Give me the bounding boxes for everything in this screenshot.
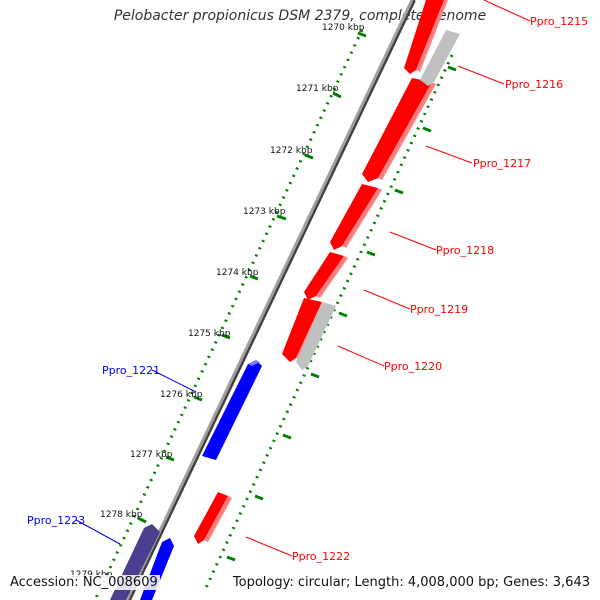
map-title: Pelobacter propionicus DSM 2379, complet…	[113, 8, 487, 24]
label-ppro-1222[interactable]: Ppro_1222	[292, 550, 350, 563]
gene-ppro-1221-highlight	[248, 360, 260, 366]
outer-tick-guide	[93, 29, 364, 600]
inner-tick-marks	[226, 65, 457, 562]
gene-ppro-1220[interactable]	[282, 298, 322, 362]
tick-label-1270: 1270 kbp	[322, 23, 365, 33]
forward-genes	[194, 0, 444, 544]
gene-ppro-1218[interactable]	[330, 184, 378, 250]
inner-tick-guide	[203, 54, 454, 591]
label-ppro-1223[interactable]: Ppro_1223	[27, 514, 85, 527]
tick-label-1271: 1271 kbp	[296, 84, 339, 94]
gene-ppro-1219[interactable]	[304, 252, 344, 300]
genome-backbone-shadow	[127, 0, 416, 600]
tick-label-1278: 1278 kbp	[100, 510, 143, 520]
tick-label-1272: 1272 kbp	[270, 146, 313, 156]
label-ppro-1218[interactable]: Ppro_1218	[436, 244, 494, 257]
gene-ppro-1222[interactable]	[194, 492, 228, 544]
label-ppro-1217[interactable]: Ppro_1217	[473, 157, 531, 170]
tick-label-1274: 1274 kbp	[216, 268, 259, 278]
label-ppro-1215[interactable]: Ppro_1215	[530, 15, 588, 28]
tick-label-1276: 1276 kbp	[160, 390, 203, 400]
outer-tick-marks	[137, 31, 367, 524]
tick-label-1277: 1277 kbp	[130, 450, 173, 460]
tick-label-1273: 1273 kbp	[243, 207, 286, 217]
genome-backbone	[125, 0, 414, 600]
gene-labels: Ppro_1215 Ppro_1216 Ppro_1217 Ppro_1218 …	[27, 15, 588, 563]
gene-ppro-1215[interactable]	[404, 0, 444, 74]
accession-text: Accession: NC_008609	[8, 575, 160, 590]
label-ppro-1220[interactable]: Ppro_1220	[384, 360, 442, 373]
gene-ppro-1220-pseudo	[296, 302, 336, 370]
label-ppro-1216[interactable]: Ppro_1216	[505, 78, 563, 91]
genome-summary-text: Topology: circular; Length: 4,008,000 bp…	[230, 575, 592, 590]
label-ppro-1219[interactable]: Ppro_1219	[410, 303, 468, 316]
gene-ppro-1216-pseudo	[420, 30, 460, 86]
gene-ppro-1216[interactable]	[362, 78, 432, 182]
tick-label-1275: 1275 kbp	[188, 329, 231, 339]
label-ppro-1221[interactable]: Ppro_1221	[102, 364, 160, 377]
label-leaders	[75, 0, 531, 557]
gene-ppro-1221[interactable]	[202, 360, 262, 460]
